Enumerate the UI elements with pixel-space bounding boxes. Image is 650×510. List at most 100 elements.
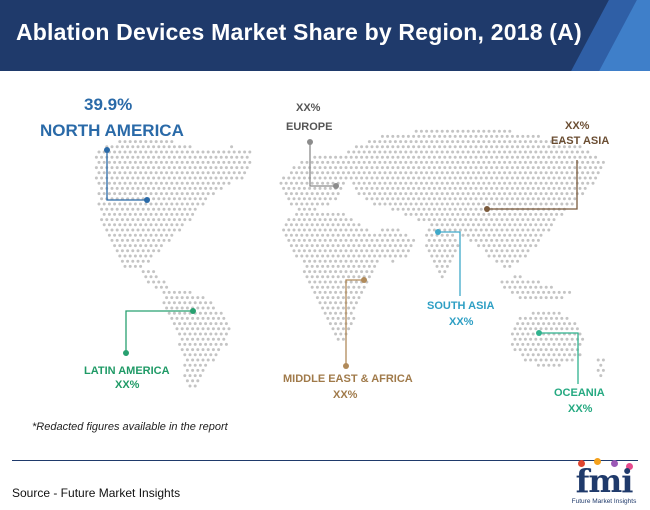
map-dot — [313, 228, 317, 232]
map-dot — [438, 145, 442, 149]
map-dot — [149, 254, 153, 258]
map-dot — [154, 233, 158, 237]
map-dot — [560, 160, 564, 164]
map-dot — [310, 181, 314, 185]
map-dot — [334, 249, 338, 253]
map-dot — [204, 332, 208, 336]
map-dot — [287, 218, 291, 222]
north-america-marker — [144, 197, 150, 203]
map-dot — [458, 197, 462, 201]
map-dot — [289, 192, 293, 196]
map-dot — [443, 270, 447, 274]
map-dot — [422, 166, 426, 170]
map-dot — [326, 192, 330, 196]
map-dot — [536, 238, 540, 242]
map-dot — [232, 150, 236, 154]
map-dot — [391, 186, 395, 190]
map-dot — [206, 316, 210, 320]
logo-tagline: Future Market Insights — [571, 498, 637, 505]
map-dot — [414, 202, 418, 206]
map-dot — [536, 186, 540, 190]
map-dot — [536, 280, 540, 284]
map-dot — [414, 192, 418, 196]
map-dot — [583, 166, 587, 170]
map-dot — [152, 249, 156, 253]
map-dot — [211, 337, 215, 341]
map-dot — [430, 181, 434, 185]
map-dot — [336, 316, 340, 320]
map-dot — [227, 171, 231, 175]
map-dot — [492, 181, 496, 185]
map-dot — [523, 244, 527, 248]
map-dot — [289, 171, 293, 175]
map-dot — [149, 140, 153, 144]
map-dot — [240, 155, 244, 159]
map-dot — [339, 249, 343, 253]
map-dot — [386, 249, 390, 253]
map-dot — [596, 368, 600, 372]
map-dot — [110, 166, 114, 170]
map-dot — [529, 150, 533, 154]
map-dot — [414, 140, 418, 144]
map-dot — [339, 322, 343, 326]
map-dot — [414, 150, 418, 154]
map-dot — [552, 353, 556, 357]
map-dot — [123, 150, 127, 154]
map-dot — [373, 140, 377, 144]
map-dot — [321, 306, 325, 310]
map-dot — [565, 327, 569, 331]
map-dot — [196, 358, 200, 362]
map-dot — [133, 264, 137, 268]
map-dot — [248, 150, 252, 154]
map-dot — [549, 181, 553, 185]
map-dot — [100, 186, 104, 190]
map-dot — [336, 192, 340, 196]
map-dot — [497, 171, 501, 175]
map-dot — [497, 212, 501, 216]
map-dot — [133, 192, 137, 196]
map-dot — [300, 171, 304, 175]
map-dot — [549, 285, 553, 289]
map-dot — [406, 134, 410, 138]
map-dot — [500, 176, 504, 180]
map-dot — [505, 259, 509, 263]
map-dot — [175, 327, 179, 331]
map-dot — [500, 166, 504, 170]
map-dot — [432, 176, 436, 180]
map-dot — [539, 316, 543, 320]
map-dot — [492, 140, 496, 144]
map-dot — [409, 140, 413, 144]
map-dot — [529, 337, 533, 341]
map-dot — [547, 353, 551, 357]
map-dot — [170, 160, 174, 164]
map-dot — [414, 171, 418, 175]
map-dot — [516, 259, 520, 263]
map-dot — [378, 244, 382, 248]
map-dot — [336, 160, 340, 164]
map-dot — [419, 212, 423, 216]
map-dot — [497, 150, 501, 154]
map-dot — [167, 311, 171, 315]
map-dot — [245, 155, 249, 159]
map-dot — [409, 160, 413, 164]
map-dot — [211, 181, 215, 185]
map-dot — [438, 218, 442, 222]
map-dot — [118, 160, 122, 164]
map-dot — [180, 181, 184, 185]
map-dot — [367, 171, 371, 175]
map-dot — [409, 181, 413, 185]
map-dot — [206, 181, 210, 185]
map-dot — [513, 244, 517, 248]
map-dot — [339, 176, 343, 180]
map-dot — [349, 259, 353, 263]
map-dot — [191, 348, 195, 352]
map-dot — [487, 212, 491, 216]
map-dot — [154, 171, 158, 175]
map-dot — [120, 207, 124, 211]
map-dot — [232, 171, 236, 175]
map-dot — [201, 337, 205, 341]
map-dot — [427, 186, 431, 190]
map-dot — [477, 192, 481, 196]
map-dot — [300, 160, 304, 164]
map-dot — [165, 306, 169, 310]
